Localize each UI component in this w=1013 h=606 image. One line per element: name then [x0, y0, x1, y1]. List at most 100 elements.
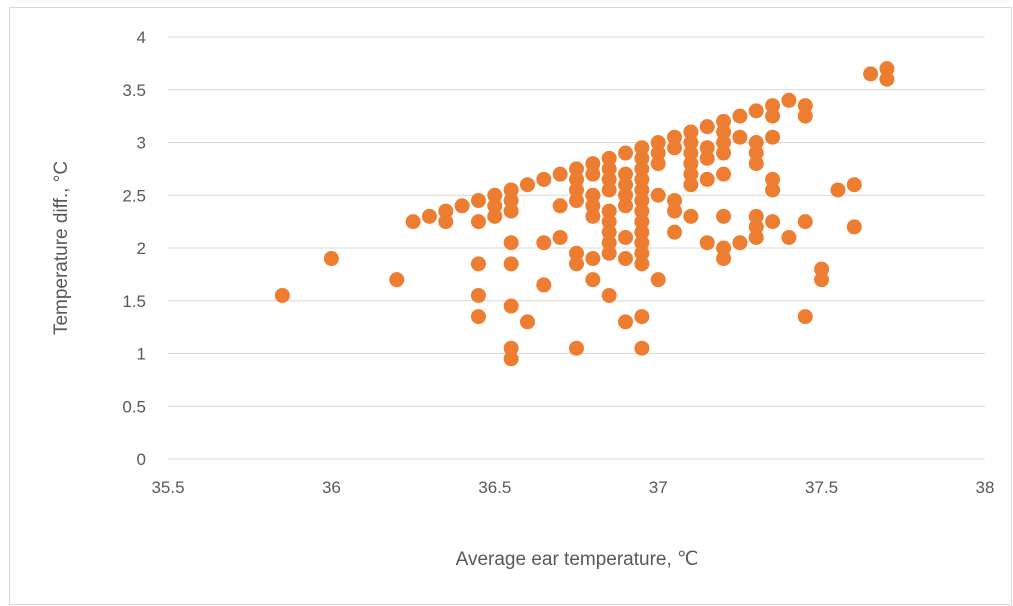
data-point — [667, 129, 683, 145]
data-point — [470, 287, 486, 303]
data-point — [519, 177, 535, 193]
data-point — [683, 156, 699, 172]
data-point — [470, 193, 486, 209]
data-point — [879, 71, 895, 87]
data-point — [683, 124, 699, 140]
data-point — [634, 193, 650, 209]
data-point — [781, 92, 797, 108]
data-points — [274, 61, 895, 367]
data-point — [503, 340, 519, 356]
data-point — [569, 182, 584, 198]
x-tick-label: 37.5 — [805, 478, 838, 497]
data-point — [634, 161, 650, 177]
data-point — [470, 214, 486, 230]
data-point — [503, 203, 519, 219]
data-point — [536, 171, 552, 187]
data-point — [748, 229, 764, 245]
data-point — [601, 235, 617, 251]
data-point — [634, 140, 650, 156]
data-point — [585, 156, 601, 172]
data-point — [585, 187, 601, 203]
x-tick-label: 37 — [649, 478, 668, 497]
data-point — [552, 229, 568, 245]
data-point — [503, 235, 519, 251]
data-point — [667, 140, 683, 156]
data-point — [487, 187, 503, 203]
data-point — [748, 103, 764, 119]
data-point — [732, 235, 748, 251]
data-point — [748, 208, 764, 224]
x-tick-label: 36 — [322, 478, 341, 497]
data-point — [667, 203, 683, 219]
data-point — [765, 129, 781, 145]
data-point — [503, 193, 519, 209]
data-point — [438, 203, 454, 219]
data-point — [470, 256, 486, 272]
data-point — [814, 272, 830, 288]
data-point — [748, 156, 764, 172]
data-point — [846, 219, 862, 235]
data-point — [585, 272, 601, 288]
y-tick-label: 1.5 — [122, 292, 146, 311]
data-point — [667, 224, 683, 240]
data-point — [601, 161, 617, 177]
data-point — [601, 171, 617, 187]
x-tick-label: 38 — [976, 478, 995, 497]
data-point — [748, 145, 764, 161]
data-point — [569, 171, 584, 187]
data-point — [618, 229, 634, 245]
data-point — [716, 135, 732, 150]
data-point — [503, 256, 519, 272]
data-point — [487, 208, 503, 224]
y-tick-label: 4 — [137, 28, 146, 47]
data-point — [830, 182, 846, 198]
data-point — [683, 166, 699, 182]
data-point — [618, 251, 634, 267]
data-point — [618, 177, 634, 193]
data-point — [618, 198, 634, 214]
data-point — [601, 214, 617, 230]
data-point — [585, 166, 601, 182]
data-point — [601, 182, 617, 198]
data-point — [716, 145, 732, 161]
y-tick-label: 2.5 — [122, 186, 146, 205]
data-point — [585, 208, 601, 224]
y-tick-label: 2 — [137, 239, 146, 258]
data-point — [765, 171, 781, 187]
data-point — [634, 150, 650, 166]
data-point — [699, 140, 715, 156]
data-point — [438, 214, 454, 230]
data-point — [421, 208, 437, 224]
data-point — [765, 214, 781, 230]
data-point — [863, 66, 879, 82]
data-point — [846, 177, 862, 193]
data-point — [519, 314, 535, 330]
data-point — [569, 245, 584, 261]
y-tick-label: 1 — [137, 345, 146, 364]
data-point — [716, 208, 732, 224]
data-point — [389, 272, 405, 288]
data-point — [879, 61, 895, 77]
data-point — [699, 235, 715, 251]
data-point — [323, 251, 339, 267]
data-point — [765, 182, 781, 198]
data-point — [503, 182, 519, 198]
data-point — [618, 145, 634, 161]
data-point — [569, 193, 584, 209]
data-point — [405, 214, 421, 230]
data-point — [634, 309, 650, 325]
data-point — [683, 145, 699, 161]
data-point — [699, 119, 715, 135]
data-point — [683, 135, 699, 150]
data-point — [618, 187, 634, 203]
data-point — [601, 245, 617, 261]
data-point — [585, 251, 601, 267]
data-point — [601, 287, 617, 303]
y-tick-label: 3 — [137, 134, 146, 153]
data-point — [716, 113, 732, 129]
data-point — [716, 240, 732, 256]
y-axis-title: Temperature diff., °C — [51, 161, 72, 335]
data-point — [765, 98, 781, 114]
data-point — [781, 229, 797, 245]
